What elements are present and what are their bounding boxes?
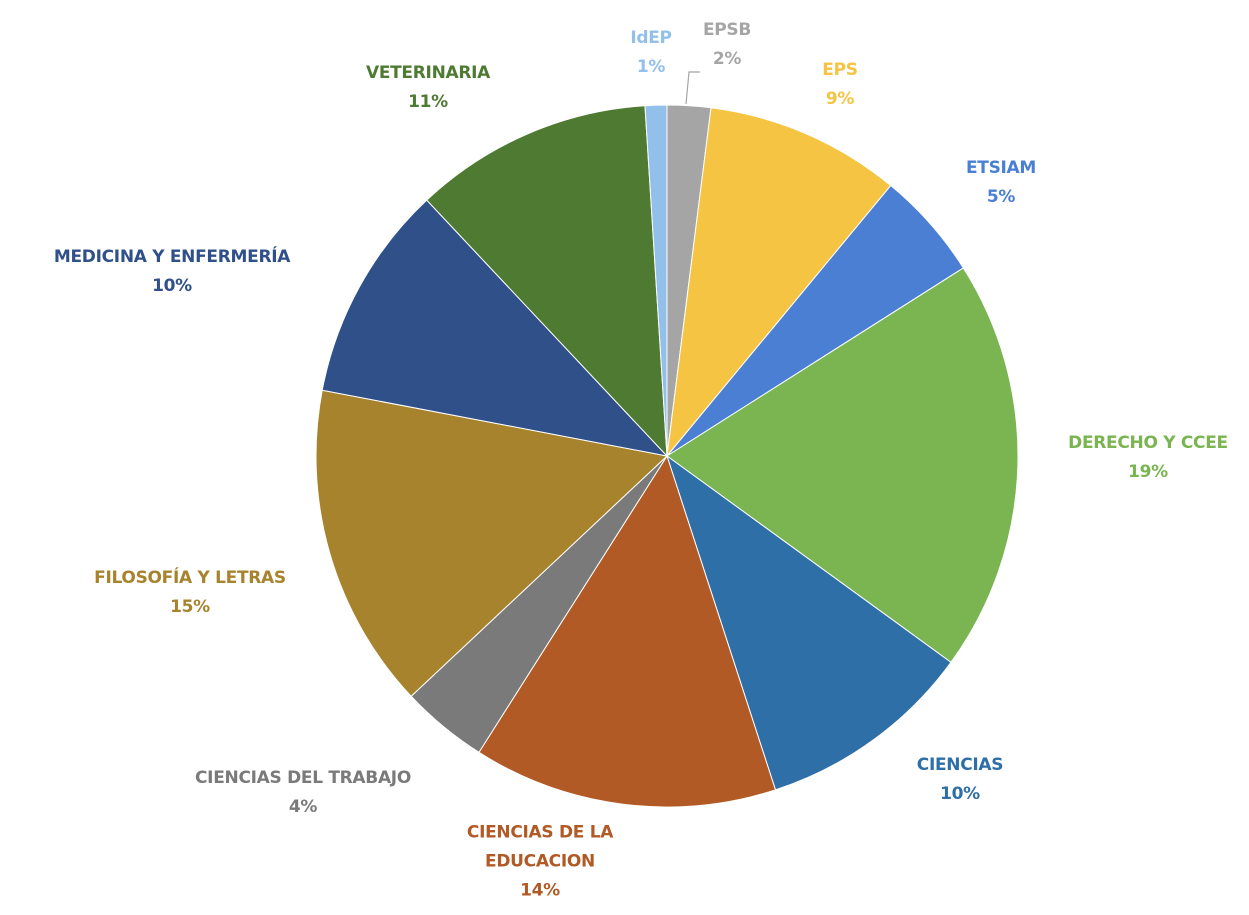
value-label: 19% <box>1128 462 1168 482</box>
category-label: CIENCIAS <box>916 755 1004 775</box>
value-label: 10% <box>152 276 192 296</box>
slice-label: EPS 9% <box>822 56 858 114</box>
pie-slice <box>666 454 952 791</box>
category-label: EPSB <box>702 20 752 40</box>
category-label: ETSIAM <box>965 158 1037 178</box>
pie-slice <box>321 199 669 457</box>
category-label: CIENCIAS DE LA EDUCACION <box>466 822 614 872</box>
category-label: FILOSOFÍA Y LETRAS <box>94 568 286 588</box>
slice-label: CIENCIAS DEL TRABAJO 4% <box>195 764 411 822</box>
value-label: 9% <box>825 89 855 109</box>
value-label: 1% <box>636 57 666 77</box>
value-label: 2% <box>712 49 742 69</box>
value-label: 11% <box>408 92 448 112</box>
category-label: DERECHO Y CCEE <box>1068 433 1228 453</box>
slice-label: DERECHO Y CCEE 19% <box>1068 429 1228 487</box>
slice-label: CIENCIAS DE LA EDUCACION 14% <box>440 819 640 906</box>
category-label: MEDICINA Y ENFERMERÍA <box>53 247 291 267</box>
pie-slice <box>666 107 892 458</box>
pie-slice <box>478 454 777 808</box>
pie-slice <box>666 267 1019 664</box>
category-label: IdEP <box>630 28 672 48</box>
slice-label: MEDICINA Y ENFERMERÍA 10% <box>53 243 291 301</box>
slice-label: CIENCIAS 10% <box>916 751 1004 809</box>
pie-slice <box>644 104 668 457</box>
value-label: 14% <box>520 880 560 901</box>
pie-slice <box>426 105 668 458</box>
slice-label: EPSB 2% <box>703 16 751 74</box>
value-label: 10% <box>940 784 980 804</box>
slice-label: VETERINARIA 11% <box>366 59 490 117</box>
slice-label: ETSIAM 5% <box>966 154 1036 212</box>
value-label: 15% <box>170 597 210 617</box>
category-label: VETERINARIA <box>365 63 491 83</box>
slice-label: IdEP 1% <box>630 24 672 82</box>
slice-label: FILOSOFÍA Y LETRAS 15% <box>94 564 286 622</box>
leader-line <box>685 71 700 105</box>
pie-slice <box>315 389 669 697</box>
category-label: CIENCIAS DEL TRABAJO <box>195 768 411 788</box>
value-label: 4% <box>288 797 318 817</box>
category-label: EPS <box>822 60 858 80</box>
value-label: 5% <box>986 187 1016 207</box>
